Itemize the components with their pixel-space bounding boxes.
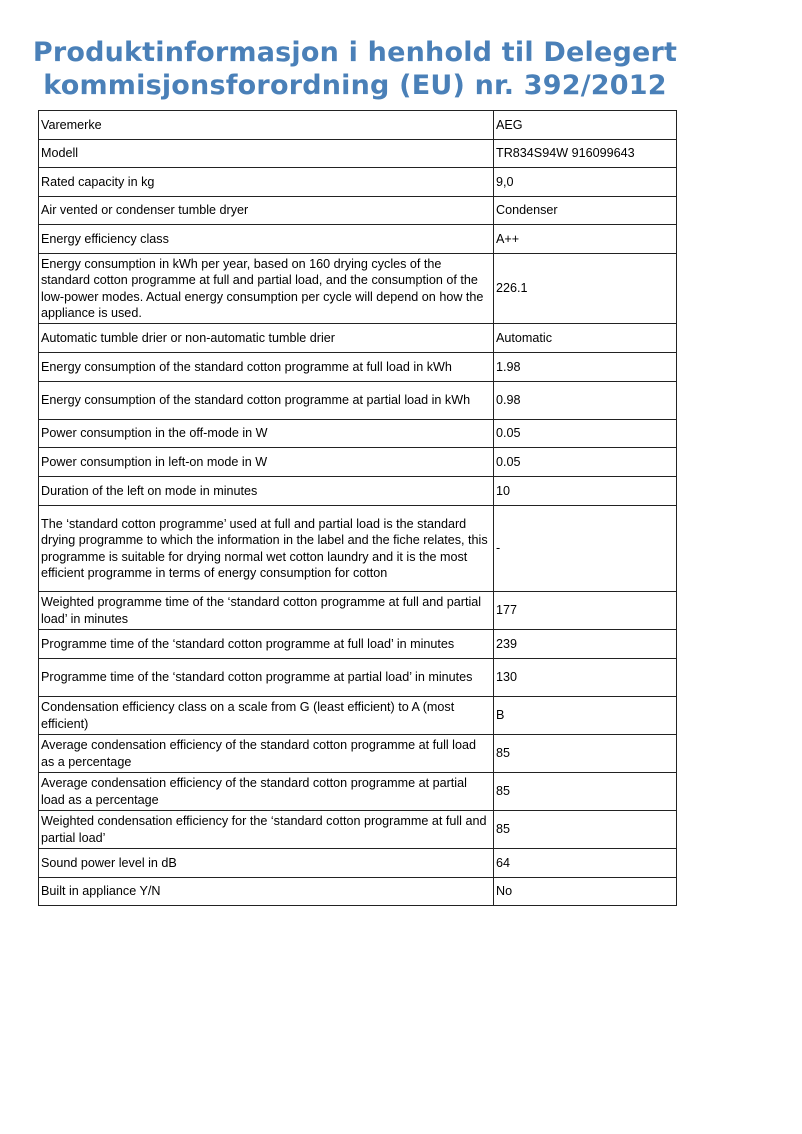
row-value: A++ [493, 224, 677, 254]
row-value: 177 [493, 591, 677, 630]
table-row: Condensation efficiency class on a scale… [38, 696, 677, 735]
row-label: Power consumption in the off-mode in W [38, 419, 494, 448]
table-row: Sound power level in dB 64 [38, 848, 677, 878]
row-label: Average condensation efficiency of the s… [38, 772, 494, 811]
row-label: Automatic tumble drier or non-automatic … [38, 323, 494, 353]
row-value: B [493, 696, 677, 735]
row-value: 239 [493, 629, 677, 659]
row-label: Programme time of the ‘standard cotton p… [38, 658, 494, 697]
row-label: Built in appliance Y/N [38, 877, 494, 906]
row-label: Weighted condensation efficiency for the… [38, 810, 494, 849]
page-title: Produktinformasjon i henhold til Deleger… [0, 36, 710, 102]
table-row: Rated capacity in kg 9,0 [38, 167, 677, 197]
row-value: 0.98 [493, 381, 677, 420]
row-value: 9,0 [493, 167, 677, 197]
row-label: Duration of the left on mode in minutes [38, 476, 494, 506]
title-line-1: Produktinformasjon i henhold til Deleger… [32, 37, 678, 68]
row-value: No [493, 877, 677, 906]
table-row: Duration of the left on mode in minutes 1… [38, 476, 677, 506]
row-label: Energy efficiency class [38, 224, 494, 254]
row-label: Programme time of the ‘standard cotton p… [38, 629, 494, 659]
row-label: Energy consumption in kWh per year, base… [38, 253, 494, 324]
table-row: Power consumption in left-on mode in W 0.… [38, 447, 677, 477]
row-label: Air vented or condenser tumble dryer [38, 196, 494, 225]
row-value: 85 [493, 772, 677, 811]
table-row: Power consumption in the off-mode in W 0.… [38, 419, 677, 448]
row-value: 64 [493, 848, 677, 878]
table-row: Weighted condensation efficiency for the… [38, 810, 677, 849]
row-value: 10 [493, 476, 677, 506]
row-value: TR834S94W 916099643 [493, 139, 677, 168]
row-value: 1.98 [493, 352, 677, 382]
row-value: 85 [493, 734, 677, 773]
row-value: 0.05 [493, 419, 677, 448]
table-row: Built in appliance Y/N No [38, 877, 677, 906]
row-value: 0.05 [493, 447, 677, 477]
row-label: Rated capacity in kg [38, 167, 494, 197]
row-label: Weighted programme time of the ‘standard… [38, 591, 494, 630]
row-label: Average condensation efficiency of the s… [38, 734, 494, 773]
table-row: Weighted programme time of the ‘standard… [38, 591, 677, 630]
row-label: Power consumption in left-on mode in W [38, 447, 494, 477]
row-label: Modell [38, 139, 494, 168]
title-line-2: kommisjonsforordning (EU) nr. 392/2012 [43, 70, 667, 101]
table-row: The ‘standard cotton programme’ used at … [38, 505, 677, 592]
row-label: Energy consumption of the standard cotto… [38, 381, 494, 420]
row-label: Sound power level in dB [38, 848, 494, 878]
table-row: Average condensation efficiency of the s… [38, 734, 677, 773]
table-row: Programme time of the ‘standard cotton p… [38, 658, 677, 697]
row-value: 226.1 [493, 253, 677, 324]
table-row: Energy consumption in kWh per year, base… [38, 253, 677, 324]
table-row: Energy consumption of the standard cotto… [38, 381, 677, 420]
table-row: Automatic tumble drier or non-automatic … [38, 323, 677, 353]
row-value: 130 [493, 658, 677, 697]
row-value: AEG [493, 110, 677, 140]
row-label: Varemerke [38, 110, 494, 140]
table-row: Average condensation efficiency of the s… [38, 772, 677, 811]
row-label: Condensation efficiency class on a scale… [38, 696, 494, 735]
product-info-table: Varemerke AEG Modell TR834S94W 916099643 Rat… [38, 110, 677, 906]
table-row: Modell TR834S94W 916099643 [38, 139, 677, 168]
row-label: The ‘standard cotton programme’ used at … [38, 505, 494, 592]
row-value: - [493, 505, 677, 592]
table-row: Air vented or condenser tumble dryer Cond… [38, 196, 677, 225]
table-row: Energy consumption of the standard cotto… [38, 352, 677, 382]
row-value: 85 [493, 810, 677, 849]
row-value: Condenser [493, 196, 677, 225]
table-row: Programme time of the ‘standard cotton p… [38, 629, 677, 659]
row-value: Automatic [493, 323, 677, 353]
table-row: Varemerke AEG [38, 110, 677, 140]
row-label: Energy consumption of the standard cotto… [38, 352, 494, 382]
table-row: Energy efficiency class A++ [38, 224, 677, 254]
